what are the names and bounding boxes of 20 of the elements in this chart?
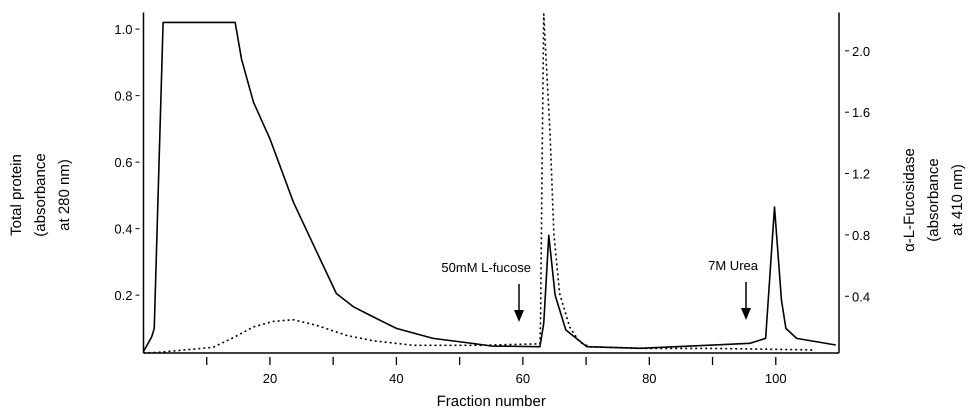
- y-tick-label: 1.0: [114, 22, 132, 38]
- y-tick-label: 0.6: [114, 155, 132, 170]
- x-tick-label: 80: [642, 371, 657, 386]
- annotation: 7M Urea: [708, 258, 759, 273]
- x-tick-label: 40: [389, 371, 404, 386]
- y2-tick-label: 0.4: [852, 289, 870, 304]
- y2-tick-label: 0.8: [852, 228, 870, 243]
- x-tick-label: 100: [764, 371, 787, 386]
- y-axis-title: Total protein (absorbance at 280 nm): [8, 153, 73, 237]
- y-tick-label: 0.2: [114, 288, 132, 304]
- y-tick-label: 0.4: [114, 222, 132, 237]
- annotation: 50mM L-fucose: [441, 260, 531, 275]
- y-tick-label: 0.8: [114, 88, 132, 104]
- x-tick-label: 20: [262, 371, 278, 386]
- x-axis-title: Fraction number: [436, 393, 546, 410]
- y2-axis-title: α-L-Fucosidase (absorbance at 410 nm): [901, 148, 966, 252]
- y2-tick-label: 1.2: [852, 166, 870, 182]
- y2-tick-label: 1.6: [852, 105, 870, 120]
- x-tick-label: 60: [516, 371, 530, 386]
- y2-tick-label: 2.0: [852, 44, 870, 59]
